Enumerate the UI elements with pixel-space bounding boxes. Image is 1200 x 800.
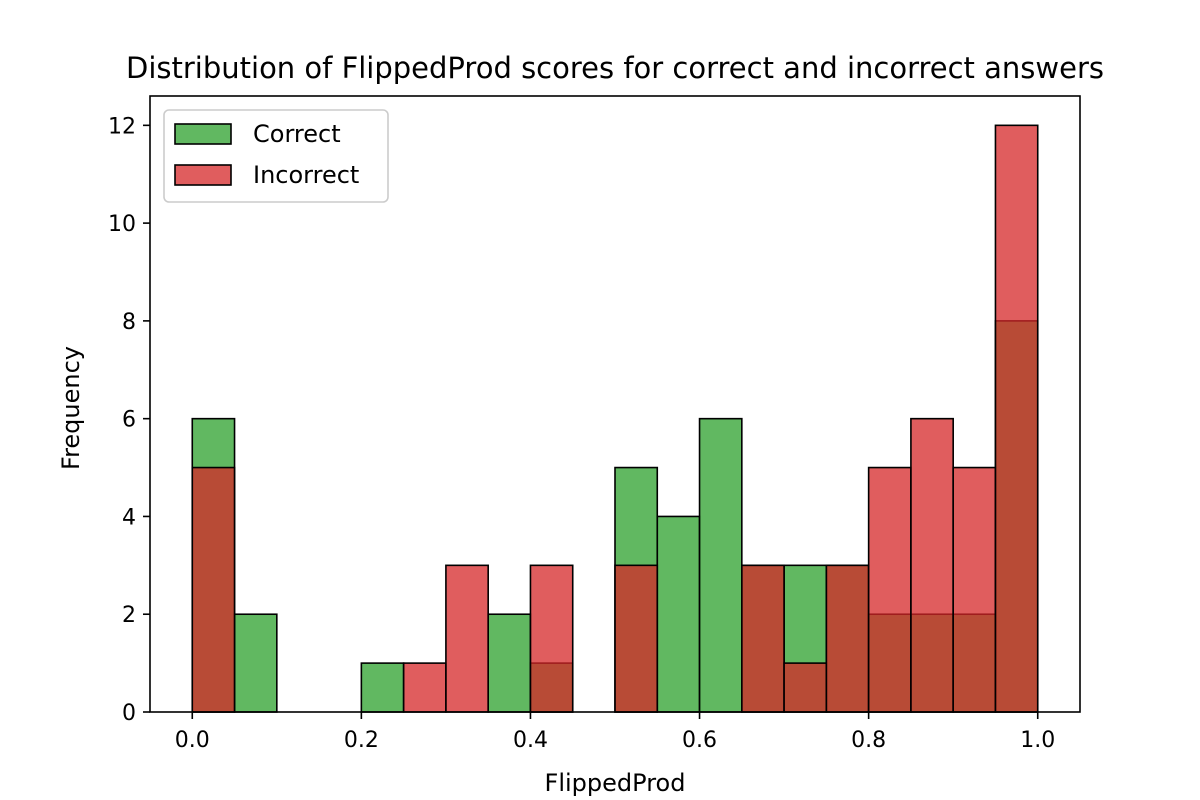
bar-incorrect-5 <box>402 662 447 713</box>
plot-frame <box>149 95 1081 713</box>
x-tick-label: 0.6 <box>682 728 717 753</box>
bar-correct-11 <box>656 515 701 713</box>
x-tick-label: 0.2 <box>344 728 379 753</box>
y-axis-label: Frequency <box>57 346 85 470</box>
y-tick-label: 12 <box>108 114 136 139</box>
bar-correct-12 <box>698 417 743 713</box>
incorrect-series <box>191 124 1039 713</box>
bar-incorrect-13 <box>741 564 785 713</box>
legend-label-correct: Correct <box>253 120 341 148</box>
y-tick-label: 4 <box>122 505 136 530</box>
bar-correct-1 <box>233 613 278 713</box>
x-axis-ticks: 0.0 0.2 0.4 0.6 0.8 1.0 <box>175 712 1055 753</box>
bar-incorrect-17 <box>910 417 954 713</box>
bar-incorrect-10 <box>614 564 659 713</box>
x-tick-label: 1.0 <box>1020 728 1055 753</box>
legend-swatch-incorrect <box>174 164 232 186</box>
bar-incorrect-6 <box>445 564 489 713</box>
y-tick-label: 10 <box>108 212 136 237</box>
bar-incorrect-0 <box>191 466 236 713</box>
bar-incorrect-16 <box>867 466 912 713</box>
y-tick-label: 6 <box>122 408 136 433</box>
y-tick-label: 2 <box>122 603 136 628</box>
bar-incorrect-19 <box>994 124 1039 713</box>
bar-correct-7 <box>487 613 532 713</box>
x-tick-label: 0.8 <box>851 728 886 753</box>
legend: Correct Incorrect <box>163 109 389 203</box>
x-tick-label: 0.0 <box>175 728 210 753</box>
y-axis-ticks: 0 2 4 6 8 10 12 <box>108 114 150 726</box>
y-tick-label: 8 <box>122 310 136 335</box>
x-tick-label: 0.4 <box>513 728 548 753</box>
bar-incorrect-18 <box>952 466 997 713</box>
bar-incorrect-14 <box>783 662 828 713</box>
chart-title: Distribution of FlippedProd scores for c… <box>126 51 1104 85</box>
legend-label-incorrect: Incorrect <box>253 161 359 189</box>
legend-swatch-correct <box>174 123 232 145</box>
bar-correct-4 <box>360 662 405 713</box>
bar-incorrect-15 <box>825 564 870 713</box>
bar-incorrect-8 <box>529 564 574 713</box>
y-tick-label: 0 <box>122 701 136 726</box>
x-axis-label: FlippedProd <box>545 769 686 797</box>
